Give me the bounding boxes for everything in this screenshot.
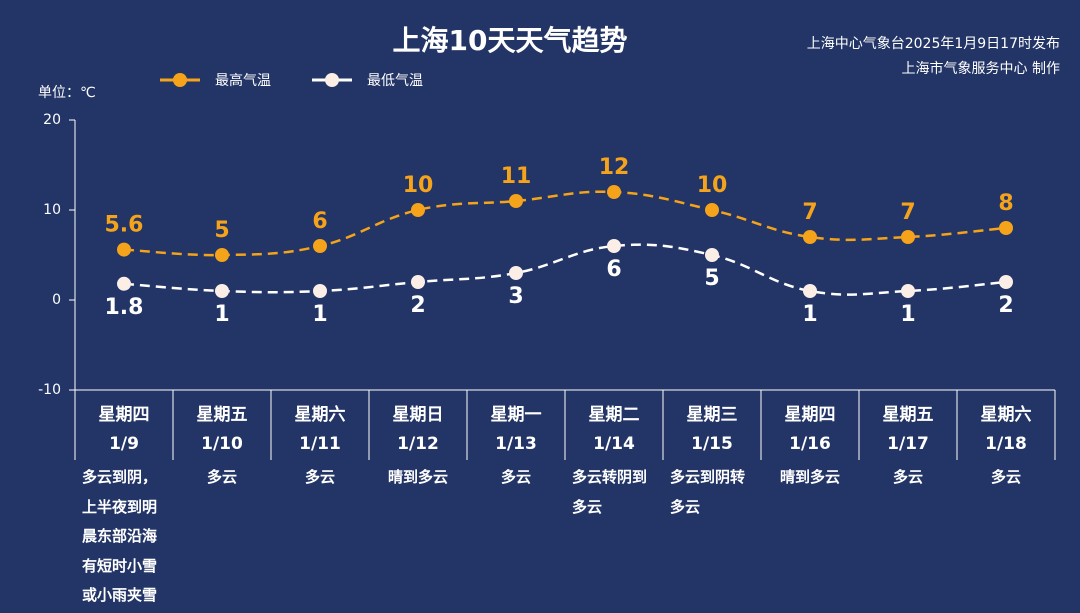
x-tick-label: 星期一 — [491, 405, 542, 425]
point — [411, 203, 425, 217]
data-label: 2 — [998, 293, 1013, 318]
x-tick-label: 星期五 — [883, 405, 934, 425]
x-tick-label: 星期四 — [99, 405, 150, 425]
point — [999, 221, 1013, 235]
date-label: 1/16 — [789, 434, 831, 454]
data-label: 10 — [403, 173, 434, 198]
note: 上海中心气象台2025年1月9日17时发布 — [807, 36, 1060, 52]
data-label: 1 — [214, 302, 229, 327]
legend-label: 最低气温 — [367, 73, 423, 89]
y-tick-label: -10 — [38, 382, 61, 398]
data-label: 7 — [900, 200, 915, 225]
data-label: 5 — [704, 266, 719, 291]
x-tick-label: 星期六 — [295, 404, 346, 425]
point — [999, 275, 1013, 289]
point — [705, 248, 719, 262]
x-tick-label: 星期六 — [981, 404, 1032, 425]
y-tick-label: 20 — [43, 112, 61, 128]
point — [509, 194, 523, 208]
weather-box: 晴到多云 — [369, 463, 467, 493]
point — [411, 275, 425, 289]
data-label: 3 — [508, 284, 523, 309]
weather-box: 多云 — [957, 463, 1055, 493]
series-line — [123, 190, 1007, 257]
weather-text: 多云 — [206, 468, 237, 486]
y-tick-label: 10 — [43, 202, 61, 218]
data-label: 1 — [900, 302, 915, 327]
data-label: 6 — [312, 209, 327, 234]
data-label: 1 — [802, 302, 817, 327]
data-label: 6 — [606, 257, 621, 282]
data-label: 10 — [697, 173, 728, 198]
data-label: 5 — [214, 218, 229, 243]
point — [705, 203, 719, 217]
y-tick-label: 0 — [52, 292, 61, 308]
weather-text: 多云 — [500, 468, 531, 486]
legend-marker — [325, 73, 339, 87]
weather-text: 多云转阴到多云 — [572, 468, 648, 516]
date-label: 1/10 — [201, 434, 243, 454]
x-tick-label: 星期二 — [589, 405, 640, 425]
data-label: 2 — [410, 293, 425, 318]
weather-box: 多云 — [271, 463, 369, 493]
weather-box: 多云 — [859, 463, 957, 493]
x-tick-label: 星期四 — [785, 405, 836, 425]
weather-text: 多云到阴转多云 — [670, 468, 746, 516]
point — [313, 284, 327, 298]
date-label: 1/18 — [985, 434, 1027, 454]
unit-label: 单位：℃ — [38, 85, 96, 101]
data-label: 7 — [802, 200, 817, 225]
weather-text: 晴到多云 — [779, 468, 840, 486]
point — [607, 185, 621, 199]
weather-text: 多云 — [304, 468, 335, 486]
date-label: 1/14 — [593, 434, 635, 454]
point — [901, 284, 915, 298]
data-label: 11 — [501, 164, 532, 189]
point — [803, 284, 817, 298]
x-tick-label: 星期三 — [687, 405, 738, 425]
point — [215, 248, 229, 262]
x-tick-label: 星期五 — [197, 405, 248, 425]
data-label: 1 — [312, 302, 327, 327]
point — [509, 266, 523, 280]
point — [117, 242, 131, 257]
date-label: 1/17 — [887, 434, 929, 454]
weather-box: 多云到阴转多云 — [663, 463, 761, 522]
chart-title: 上海10天天气趋势 — [393, 24, 628, 57]
data-label: 5.6 — [105, 213, 144, 238]
weather-box: 晴到多云 — [761, 463, 859, 493]
date-label: 1/13 — [495, 434, 537, 454]
data-label: 1.8 — [105, 295, 144, 320]
weather-text: 多云 — [892, 468, 923, 486]
weather-text: 晴到多云 — [387, 468, 448, 486]
series-line — [123, 243, 1007, 296]
weather-box: 多云 — [467, 463, 565, 493]
date-label: 1/11 — [299, 434, 341, 454]
legend-label: 最高气温 — [215, 72, 271, 89]
legend-marker — [173, 73, 187, 87]
data-label: 8 — [998, 191, 1013, 216]
weather-text: 多云到阴，上半夜到明晨东部沿海有短时小雪或小雨夹雪 — [82, 468, 158, 604]
date-label: 1/12 — [397, 434, 439, 454]
point — [215, 284, 229, 298]
weather-box: 多云到阴，上半夜到明晨东部沿海有短时小雪或小雨夹雪 — [75, 463, 173, 611]
point — [607, 239, 621, 253]
point — [313, 239, 327, 253]
weather-text: 多云 — [990, 468, 1021, 486]
point — [901, 230, 915, 244]
note: 上海市气象服务中心 制作 — [902, 60, 1060, 77]
point — [803, 230, 817, 244]
data-label: 12 — [599, 155, 630, 180]
weather-box: 多云转阴到多云 — [565, 463, 663, 522]
date-label: 1/9 — [109, 434, 139, 454]
weather-box: 多云 — [173, 463, 271, 493]
x-tick-label: 星期日 — [393, 405, 444, 425]
point — [117, 276, 131, 291]
date-label: 1/15 — [691, 434, 733, 454]
